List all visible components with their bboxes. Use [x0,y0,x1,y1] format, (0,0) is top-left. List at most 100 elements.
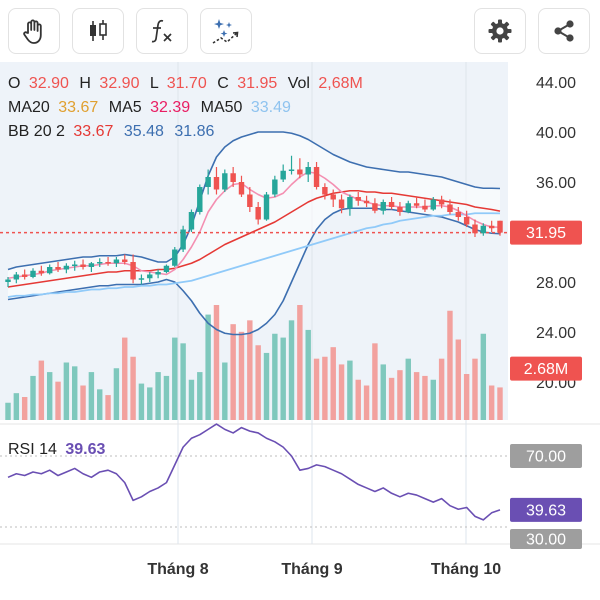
chart-type-button[interactable] [72,8,124,54]
ma5-value: 32.39 [150,99,190,116]
volume-bar [72,366,78,420]
candle-body [5,279,11,282]
volume-bar [138,383,145,420]
candle-body [113,259,120,264]
volume-bar [197,372,203,420]
volume-bar [488,385,495,420]
ma50-label: MA50 [201,99,243,116]
volume-bar [447,310,453,420]
share-button[interactable] [538,8,590,54]
high-label: H [79,75,91,92]
rsi-label: RSI 14 [8,441,57,458]
candle-body [188,212,195,230]
stock-chart[interactable]: 44.0040.0036.0032.0028.0024.0020.0031.95… [0,62,600,600]
candle-body [147,274,153,279]
ma-legend: MA20 33.67 MA5 32.39 MA50 33.49 [8,99,291,116]
candle-body [72,264,78,266]
volume-bar [347,360,353,420]
candle-body [255,207,261,220]
hand-tool-button[interactable] [8,8,60,54]
candlestick-icon [90,20,107,41]
bb-upper-line [7,131,501,271]
candle-body [463,217,470,225]
candle-body [297,169,303,175]
bb-legend: BB 20 2 33.67 35.48 31.86 [8,123,215,140]
volume-bar [280,337,286,420]
candle-body [488,225,495,229]
hand-icon [23,19,42,44]
bb-lower-line [7,207,501,336]
volume-bar [222,362,228,420]
candle-body [213,177,220,190]
candle-body [338,199,345,209]
price-tick-label: 28.00 [536,275,576,292]
ohlc-legend: O 32.90 H 32.90 L 31.70 C 31.95 Vol 2,68… [8,75,363,92]
ma20-label: MA20 [8,99,50,116]
volume-bar [147,387,153,420]
candle-body [480,225,487,234]
rsi-legend: RSI 14 39.63 [8,441,106,458]
last-price-badge: 31.95 [526,225,566,242]
candle-body [455,212,462,217]
month-label: Tháng 9 [281,561,342,578]
ma20-value: 33.67 [58,99,98,116]
indicators-button[interactable] [136,8,188,54]
volume-bar [13,393,20,420]
volume-bar [21,397,28,420]
settings-button[interactable] [474,8,526,54]
candle-body [80,264,86,267]
price-tick-label: 40.00 [536,125,576,142]
candle-body [388,202,395,207]
volume-bar [155,372,161,420]
candle-body [138,278,145,280]
bb-label: BB 20 2 [8,123,65,140]
gear-icon [488,19,512,43]
open-label: O [8,75,20,92]
candle-body [263,194,270,220]
candle-body [330,194,336,200]
volume-bar [372,343,378,420]
volume-bars [5,305,503,420]
volume-value: 2,68M [318,75,362,92]
rsi-line [7,423,501,521]
candle-body [155,272,161,275]
candle-body [405,203,411,212]
volume-bar [313,358,320,420]
volume-bar [413,372,420,420]
candle-body [372,203,378,211]
volume-bar [480,333,487,420]
bb-lower-value: 31.86 [174,123,214,140]
rsi-30-badge: 30.00 [526,532,566,549]
volume-bar [213,305,220,420]
candle-body [222,173,228,190]
candle-body [238,182,245,195]
candle-body [30,270,36,277]
volume-bar [463,374,470,420]
volume-bar [63,362,70,420]
volume-bar [88,372,95,420]
candlesticks [5,155,503,287]
drawing-tools-button[interactable] [200,8,252,54]
price-tick-label: 36.00 [536,175,576,192]
month-label: Tháng 10 [431,561,501,578]
volume-bar [405,358,411,420]
candle-body [247,194,253,207]
rsi-series [0,423,508,528]
indicator-lines [0,131,508,336]
volume-bar [263,352,270,420]
volume-bar [380,364,386,420]
price-tick-label: 24.00 [536,325,576,342]
candle-body [363,200,370,204]
toolbar [0,0,600,64]
last-volume-badge: 2.68M [524,361,568,378]
rsi-last-badge-bg [510,497,582,522]
candle-body [230,173,236,182]
function-icon [151,19,172,43]
volume-bar [472,358,478,420]
volume-bar [255,345,261,420]
rsi-panel-background [0,434,508,544]
rsi-30-badge-bg [510,529,582,549]
candle-body [422,205,428,210]
volume-bar [38,360,45,420]
rsi-last-badge: 39.63 [526,502,566,519]
